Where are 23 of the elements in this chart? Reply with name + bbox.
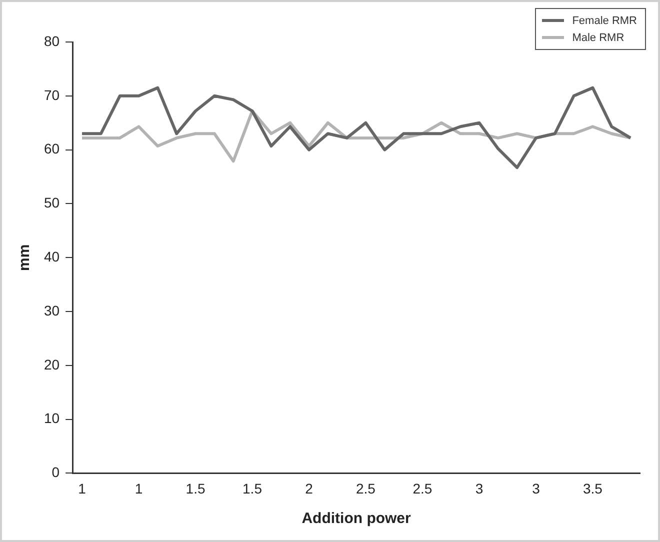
y-tick-label: 20: [44, 356, 60, 372]
legend-label: Male RMR: [572, 32, 624, 44]
x-tick-label: 3: [475, 480, 484, 496]
x-tick-label: 1.5: [242, 480, 262, 496]
x-tick-label: 3.5: [582, 480, 603, 496]
x-tick-label: 2.5: [412, 480, 432, 496]
x-tick-label: 1: [78, 480, 86, 496]
y-tick-label: 10: [44, 410, 60, 426]
y-axis-title: mm: [16, 244, 34, 271]
x-tick-label: 2: [305, 480, 314, 496]
x-tick-label: 1: [134, 480, 143, 496]
y-tick-label: 40: [44, 248, 60, 264]
y-tick-label: 30: [44, 302, 60, 318]
legend-label: Female RMR: [572, 14, 637, 26]
x-tick-label: 3: [532, 480, 540, 496]
y-tick-label: 70: [44, 86, 60, 103]
x-axis-title: Addition power: [302, 510, 412, 528]
y-tick-label: 50: [44, 194, 60, 211]
x-tick-label: 2.5: [356, 480, 376, 496]
y-tick-label: 60: [44, 140, 60, 157]
x-tick-label: 1.5: [186, 480, 206, 496]
y-tick-label: 0: [52, 464, 60, 480]
y-tick-label: 80: [44, 32, 60, 49]
